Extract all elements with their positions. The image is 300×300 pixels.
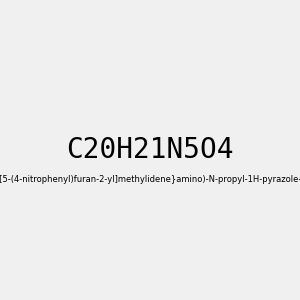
Text: 1-ethyl-4-({(E)-[5-(4-nitrophenyl)furan-2-yl]methylidene}amino)-N-propyl-1H-pyra: 1-ethyl-4-({(E)-[5-(4-nitrophenyl)furan-… [0,176,300,184]
Text: C20H21N5O4: C20H21N5O4 [66,136,234,164]
